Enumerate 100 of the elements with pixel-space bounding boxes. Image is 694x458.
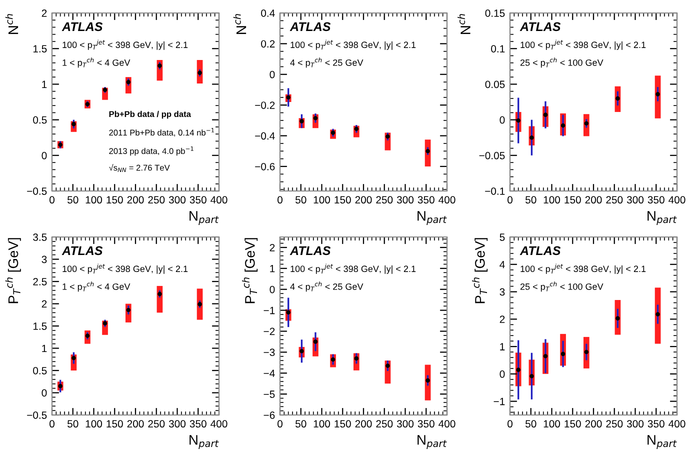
point xyxy=(386,364,390,368)
y-tick-label: −1 xyxy=(494,398,505,406)
y-tick-label: 5 xyxy=(500,234,505,241)
annotation: ATLAS xyxy=(290,22,331,32)
x-tick-label: 150 xyxy=(334,196,351,204)
annotation: 100 < p$_{T}$$^{jet}$ < 398 GeV, |y| < 2.1 xyxy=(62,40,188,50)
y-tick-label: −1 xyxy=(264,306,275,314)
x-tick-label: 150 xyxy=(334,420,351,428)
annotation: 100 < p$_{T}$$^{jet}$ < 398 GeV, |y| < 2.1 xyxy=(520,40,646,50)
y-tick-label: 1 xyxy=(42,80,47,88)
y-tick-label: −2 xyxy=(264,328,275,336)
point xyxy=(516,368,521,372)
x-tick-label: 200 xyxy=(355,420,372,428)
x-tick-label: 400 xyxy=(210,420,228,428)
x-tick-label: 350 xyxy=(648,420,664,428)
y-tick-label: 1.5 xyxy=(33,322,47,330)
y-axis-title: P$_{T}$$^{ch}$ [GeV] xyxy=(5,238,21,304)
y-tick-label: 0.15 xyxy=(485,10,505,17)
point xyxy=(560,123,566,128)
y-tick-label: 2 xyxy=(42,10,47,17)
x-tick-label: 400 xyxy=(668,420,686,428)
x-tick-label: 200 xyxy=(127,196,144,204)
x-tick-label: 50 xyxy=(526,420,536,428)
point xyxy=(72,356,76,360)
y-tick-label: 0.5 xyxy=(33,367,47,374)
annotation: √s$_{NN}$ = 2.76 TeV xyxy=(108,164,170,172)
point xyxy=(656,312,660,316)
x-axis-title: N$_{part}$ xyxy=(190,211,219,225)
point xyxy=(616,316,620,320)
y-tick-label: 4 xyxy=(500,260,505,268)
annotation: 100 < p$_{T}$$^{jet}$ < 398 GeV, |y| < 2.1 xyxy=(520,264,646,274)
x-tick-label: 200 xyxy=(585,420,602,428)
y-axis-title: P$_{T}$$^{ch}$ [GeV] xyxy=(472,238,488,304)
point xyxy=(543,112,548,117)
y-tick-label: 0.4 xyxy=(261,10,275,17)
y-tick-label: −6 xyxy=(264,412,275,419)
x-tick-label: 350 xyxy=(190,196,206,204)
x-axis-title: N$_{part}$ xyxy=(418,435,447,449)
point xyxy=(584,350,589,354)
x-tick-label: 250 xyxy=(376,196,393,204)
y-tick-label: −0.1 xyxy=(485,188,505,195)
y-tick-label: 3 xyxy=(42,256,47,264)
annotation: 100 < p$_{T}$$^{jet}$ < 398 GeV, |y| < 2.1 xyxy=(290,264,416,274)
x-tick-label: 100 xyxy=(314,196,330,204)
y-tick-label: −5 xyxy=(264,390,275,398)
y-tick-label: 0 xyxy=(270,286,275,294)
y-tick-label: −0.5 xyxy=(27,412,47,419)
x-tick-label: 0 xyxy=(50,196,54,204)
point xyxy=(313,116,318,120)
annotation: ATLAS xyxy=(520,22,561,32)
annotation: Pb+Pb data / pp data xyxy=(109,110,192,119)
x-tick-label: 150 xyxy=(564,196,581,204)
x-tick-label: 100 xyxy=(544,420,560,428)
y-tick-label: 0.05 xyxy=(485,80,505,88)
annotation: ATLAS xyxy=(62,22,103,32)
x-tick-label: 350 xyxy=(648,196,664,204)
annotation: ATLAS xyxy=(520,246,561,256)
x-tick-label: 300 xyxy=(168,420,186,428)
x-tick-label: 200 xyxy=(585,196,602,204)
x-tick-label: 50 xyxy=(68,196,78,204)
y-axis-title: N$^{ch}$ xyxy=(5,14,18,34)
annotation: ATLAS xyxy=(290,246,331,256)
annotation: 25 < p$_{T}$$^{ch}$ < 100 GeV xyxy=(520,282,604,292)
x-tick-label: 250 xyxy=(148,420,165,428)
annotation: 4 < p$_{T}$$^{ch}$ < 25 GeV xyxy=(290,58,364,68)
y-tick-label: 0 xyxy=(500,370,505,378)
point xyxy=(543,354,548,358)
annotation: 2013 pp data, 4.0 pb$^{−1}$ xyxy=(109,146,194,156)
annotation: 100 < p$_{T}$$^{jet}$ < 398 GeV, |y| < 2.1 xyxy=(290,40,416,50)
x-tick-label: 400 xyxy=(210,196,228,204)
x-tick-label: 50 xyxy=(526,196,536,204)
x-tick-label: 300 xyxy=(396,420,414,428)
x-tick-label: 0 xyxy=(278,420,282,428)
point xyxy=(516,118,521,123)
y-tick-label: 1.5 xyxy=(33,45,47,52)
y-tick-label: 3.5 xyxy=(33,234,47,241)
y-axis-title: P$_{T}$$^{ch}$ [GeV] xyxy=(242,238,258,304)
y-tick-label: −4 xyxy=(264,370,275,377)
annotation: 1 < p$_{T}$$^{ch}$ < 4 GeV xyxy=(62,58,130,68)
x-tick-label: 350 xyxy=(418,196,434,204)
y-axis-title: N$^{ch}$ xyxy=(233,14,246,34)
x-tick-label: 400 xyxy=(438,196,456,204)
y-tick-label: −0.6 xyxy=(255,162,275,170)
x-tick-label: 0 xyxy=(508,196,512,204)
y-tick-label: −3 xyxy=(264,348,275,356)
y-tick-label: 0 xyxy=(270,70,275,78)
x-tick-label: 150 xyxy=(106,420,123,428)
y-tick-label: 0.1 xyxy=(491,45,505,52)
annotation: 2011 Pb+Pb data, 0.14 nb$^{−1}$ xyxy=(109,128,214,137)
x-axis-title: N$_{part}$ xyxy=(648,211,677,225)
x-tick-label: 250 xyxy=(376,420,393,428)
x-tick-label: 400 xyxy=(668,196,686,204)
x-tick-label: 250 xyxy=(606,420,623,428)
annotation: 4 < p$_{T}$$^{ch}$ < 25 GeV xyxy=(290,282,364,292)
x-tick-label: 50 xyxy=(296,196,306,204)
x-tick-label: 350 xyxy=(418,420,434,428)
point xyxy=(354,356,359,361)
y-tick-label: 1 xyxy=(500,343,505,350)
x-tick-label: 0 xyxy=(278,196,282,204)
x-tick-label: 300 xyxy=(168,196,186,204)
